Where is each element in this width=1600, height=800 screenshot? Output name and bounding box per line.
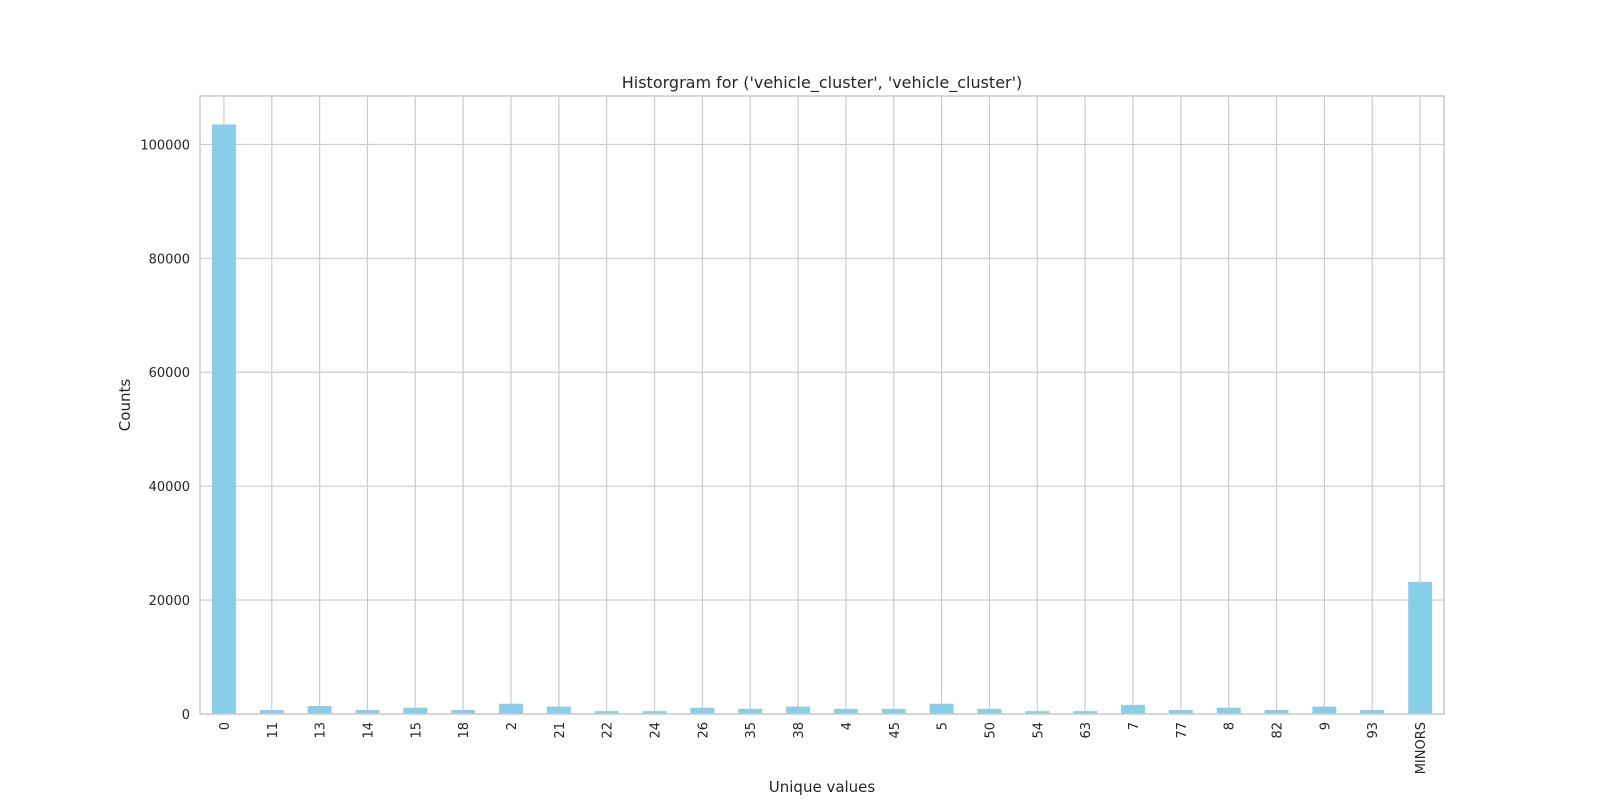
x-tick-label: 45: [888, 722, 903, 739]
y-tick-labels: 0 20000 40000 60000 80000 100000: [140, 138, 190, 723]
bar-77: [1168, 710, 1193, 714]
x-tick-label: 2: [505, 722, 520, 730]
bar-9: [1312, 706, 1337, 714]
bar-38: [786, 706, 811, 714]
x-axis-label: Unique values: [769, 778, 876, 796]
bar-24: [642, 711, 667, 714]
x-tick-label: 0: [218, 722, 233, 730]
x-tick-label: 63: [1079, 722, 1094, 739]
grid-lines: [200, 96, 1444, 715]
x-tick-label: 18: [457, 722, 472, 739]
plot-frame: [199, 95, 1445, 715]
bars: [211, 124, 1433, 715]
bar-14: [355, 710, 380, 714]
bar-18: [451, 710, 476, 714]
bar-2: [499, 703, 523, 714]
x-tick-label: 5: [936, 722, 951, 730]
bar-15: [403, 707, 428, 714]
x-tick-label: 22: [601, 722, 616, 739]
x-tick-label: 77: [1175, 722, 1190, 739]
bar-11: [259, 710, 284, 714]
y-tick-label: 60000: [149, 366, 190, 381]
bar-26: [690, 707, 715, 714]
bar-4: [833, 708, 858, 714]
x-tick-label: 9: [1318, 722, 1333, 730]
x-tick-label: 82: [1271, 722, 1286, 739]
bar-50: [977, 708, 1002, 714]
y-tick-label: 80000: [149, 252, 190, 267]
x-tick-label: 38: [792, 722, 807, 739]
x-tick-label: 13: [314, 722, 329, 739]
x-tick-label: 11: [266, 722, 281, 739]
bar-93: [1360, 710, 1385, 714]
y-tick-label: 0: [182, 708, 190, 723]
bar-45: [881, 708, 906, 714]
x-tick-label: MINORS: [1414, 722, 1429, 774]
bar-22: [594, 711, 619, 714]
bar-63: [1073, 711, 1098, 714]
x-tick-label: 93: [1366, 722, 1381, 739]
bar-0: [211, 124, 236, 715]
x-tick-label: 15: [409, 722, 424, 739]
x-tick-label: 7: [1127, 722, 1142, 730]
x-tick-label: 26: [696, 722, 711, 739]
y-tick-label: 20000: [149, 594, 190, 609]
y-axis-label: Counts: [116, 379, 134, 432]
x-tick-label: 24: [649, 722, 664, 739]
x-tick-label: 8: [1223, 722, 1238, 730]
x-tick-label: 35: [744, 722, 759, 739]
x-tick-labels: 0 11 13 14 15 18 2 21 22 24 26 35 38 4 45 5 50 54 63 7 77 8 82…: [218, 722, 1429, 774]
bar-5: [929, 703, 954, 714]
x-tick-label: 50: [983, 722, 998, 739]
bar-54: [1025, 711, 1050, 714]
bar-21: [546, 706, 571, 714]
x-tick-label: 54: [1031, 722, 1046, 739]
y-tick-label: 100000: [140, 138, 190, 153]
bar-7: [1121, 704, 1145, 714]
bar-8: [1216, 707, 1241, 714]
y-tick-label: 40000: [149, 480, 190, 495]
x-tick-label: 21: [553, 722, 568, 739]
chart-title: Historgram for ('vehicle_cluster', 'vehi…: [622, 73, 1023, 93]
bar-MINORS: [1408, 581, 1433, 714]
x-tick-label: 14: [361, 722, 376, 739]
x-tick-label: 4: [840, 722, 855, 730]
bar-35: [738, 708, 763, 714]
bar-13: [307, 706, 332, 714]
bar-82: [1264, 710, 1289, 714]
